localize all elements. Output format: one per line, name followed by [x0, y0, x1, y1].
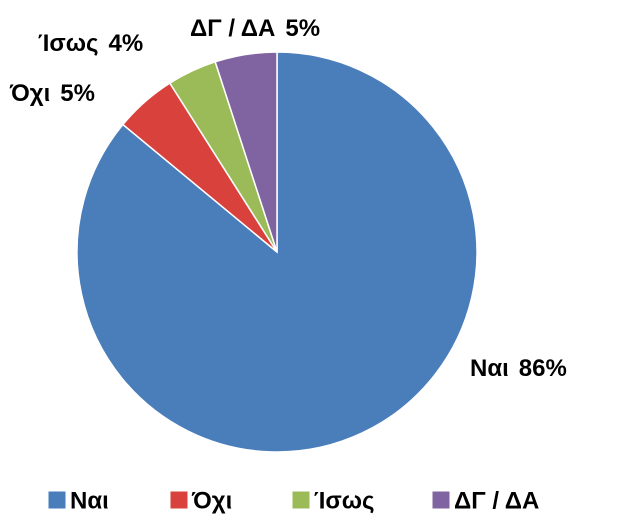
- data-label-value: 4%: [109, 30, 144, 57]
- legend-label: Όχι: [191, 487, 232, 514]
- pie-slice: [76, 51, 478, 453]
- data-label-category: ΔΓ / ΔΑ: [190, 15, 275, 42]
- legend-label: Ίσως: [314, 487, 375, 514]
- data-label: Ναι 86%: [470, 355, 567, 382]
- legend-swatch: [47, 490, 67, 510]
- data-label-value: 5%: [60, 80, 95, 107]
- data-label-category: Όχι: [9, 80, 50, 107]
- data-label-category: Ίσως: [38, 30, 99, 57]
- data-label-value: 86%: [519, 355, 567, 382]
- data-label: Όχι 5%: [9, 80, 95, 107]
- legend-swatch: [291, 490, 311, 510]
- data-label: ΔΓ / ΔΑ 5%: [190, 15, 320, 42]
- legend-swatch: [431, 490, 451, 510]
- data-label: Ίσως 4%: [38, 30, 143, 57]
- pie-slice: [214, 51, 278, 253]
- legend-swatch: [169, 490, 189, 510]
- data-label-category: Ναι: [470, 355, 509, 382]
- legend-label: Ναι: [70, 487, 109, 514]
- legend-label: ΔΓ / ΔΑ: [454, 487, 539, 514]
- data-label-value: 5%: [285, 15, 320, 42]
